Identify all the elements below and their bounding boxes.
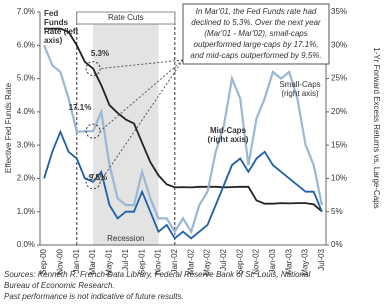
recession-label: Recession — [107, 234, 144, 243]
x-tick-label: Sep-01 — [137, 248, 146, 274]
leader-line — [99, 59, 184, 183]
x-tick-label: May-02 — [203, 248, 212, 275]
highlight-circle — [85, 61, 101, 77]
y2-tick-label: 20% — [331, 107, 347, 116]
y2-tick-label: 10% — [331, 174, 347, 183]
y-tick-label: 5.0% — [17, 74, 35, 83]
x-tick-label: Sep-02 — [235, 248, 244, 274]
highlight-circle — [85, 123, 101, 139]
x-tick-label: Jan-02 — [170, 248, 179, 273]
x-tick-label: Jul-02 — [219, 248, 228, 270]
highlight-circle — [85, 174, 101, 190]
series-label: Rate (left — [44, 27, 79, 36]
rate-cut-box — [76, 11, 176, 25]
x-tick-label: Nov-00 — [56, 248, 65, 274]
x-tick-label: May-01 — [105, 248, 114, 275]
callout-box — [182, 3, 330, 65]
x-tick-label: Jan-03 — [268, 248, 277, 273]
y-tick-label: 2.0% — [17, 174, 35, 183]
series-label: Fed — [44, 9, 58, 18]
rate-cut-label: Rate Cuts — [108, 13, 144, 22]
y2-tick-label: 30% — [331, 40, 347, 49]
x-tick-label: Sep-00 — [39, 248, 48, 274]
callout-text: outperformed large-caps by 17.1%, — [194, 40, 319, 49]
leader-line — [100, 59, 184, 70]
footnote: Sources: Kenneth R. French Data Library,… — [4, 270, 310, 279]
y-tick-label: 6.0% — [17, 40, 35, 49]
x-tick-label: Mar-02 — [186, 248, 195, 274]
point-label: 17.1% — [69, 103, 92, 112]
series-line — [44, 27, 323, 213]
y2-tick-label: 15% — [331, 140, 347, 149]
y-tick-label: 3.0% — [17, 140, 35, 149]
callout-text: (Mar'01 - Mar'02), small-caps — [204, 29, 308, 38]
x-tick-label: Jan-01 — [72, 248, 81, 273]
callout-text: declined to 5.3%. Over the next year — [191, 18, 321, 27]
y-axis-label: Effective Fed Funds Rate — [4, 82, 13, 173]
series-label: axis) — [44, 36, 63, 45]
y-tick-label: 1.0% — [17, 207, 35, 216]
y2-tick-label: 25% — [331, 74, 347, 83]
y-tick-label: 4.0% — [17, 107, 35, 116]
y-tick-label: 0.0% — [17, 240, 35, 249]
y2-tick-label: 5% — [331, 207, 343, 216]
series-label: (right axis) — [281, 89, 319, 98]
series-line — [43, 44, 323, 235]
callout-text: In Mar'01, the Fed Funds rate had — [196, 7, 317, 16]
x-tick-label: Jul-01 — [121, 248, 130, 270]
x-tick-label: Mar-03 — [284, 248, 293, 274]
series-line — [43, 129, 323, 240]
x-tick-label: Nov-02 — [252, 248, 261, 274]
y2-tick-label: 0% — [331, 240, 343, 249]
series-label: (right axis) — [208, 135, 249, 144]
callout-text: and mid-caps outperformed by 9.5%. — [190, 51, 321, 60]
point-label: 9.5% — [89, 173, 107, 182]
y-tick-label: 7.0% — [17, 7, 35, 16]
y2-axis-label: 1-Yr Forward Excess Returns vs. Large-Ca… — [372, 47, 381, 208]
x-tick-label: Mar-01 — [88, 248, 97, 274]
x-tick-label: May-03 — [301, 248, 310, 275]
footnote: Past performance is not indicative of fu… — [4, 292, 184, 301]
series-label: Funds — [44, 18, 69, 27]
x-tick-label: Jul-03 — [317, 248, 326, 270]
series-label: Small-Caps — [279, 80, 320, 89]
point-label: 5.3% — [91, 49, 109, 58]
footnote: Bureau of Economic Research. — [4, 281, 115, 290]
y2-tick-label: 35% — [331, 7, 347, 16]
series-label: Mid-Caps — [210, 126, 247, 135]
x-tick-label: Nov-01 — [154, 248, 163, 274]
